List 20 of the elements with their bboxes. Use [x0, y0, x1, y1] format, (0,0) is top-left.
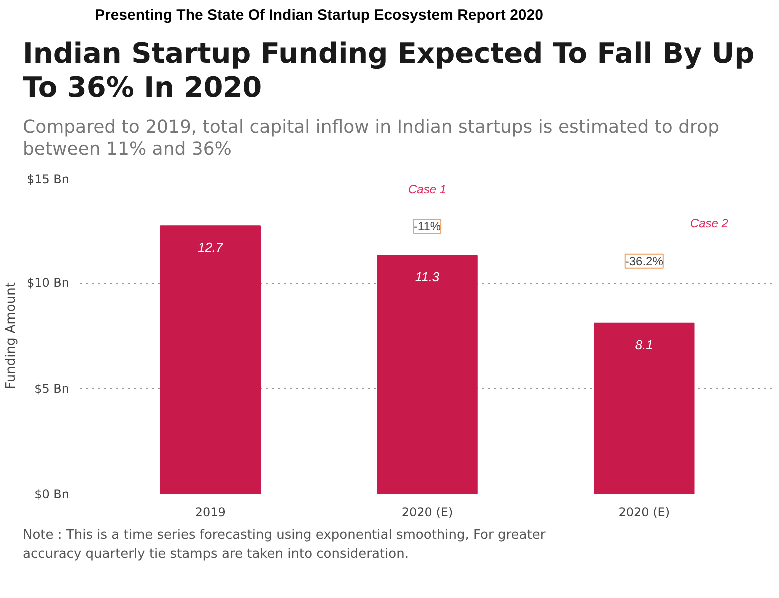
y-tick-label: $15 Bn	[26, 172, 70, 186]
text: Note : This is a time series forecasting using exponential smoothing, For greater accuracy quarterly tie stamps are taken into consideration.	[23, 527, 547, 564]
bar	[160, 226, 262, 494]
y-axis-title: Funding Amount	[4, 282, 19, 390]
text: Presenting The State Of Indian Startup Ecosystem Report 2020	[95, 6, 544, 26]
bar	[594, 322, 695, 494]
x-tick-label: 2020 (E)	[618, 506, 670, 520]
data-label: 8.1	[635, 337, 654, 352]
x-tick-label: 2019	[195, 506, 226, 520]
y-tick-label: $0 Bn	[34, 488, 70, 502]
data-label: 12.7	[198, 240, 224, 256]
chart-title: Indian Startup Funding Expected To Fall By Up To 36% In 2020	[23, 37, 756, 105]
annotation: Case 2	[690, 216, 729, 230]
data-label: 11.3	[415, 270, 440, 285]
y-tick-label: $10 Bn	[26, 276, 70, 290]
chart-subtitle: Compared to 2019, total capital inflow in Indian startups is estimated to drop between 11% and 36%	[23, 117, 720, 161]
y-tick-label: $5 Bn	[34, 382, 70, 396]
annotation: Case 1	[408, 182, 447, 197]
x-tick-label: 2020 (E)	[402, 506, 454, 520]
bar	[377, 255, 478, 494]
